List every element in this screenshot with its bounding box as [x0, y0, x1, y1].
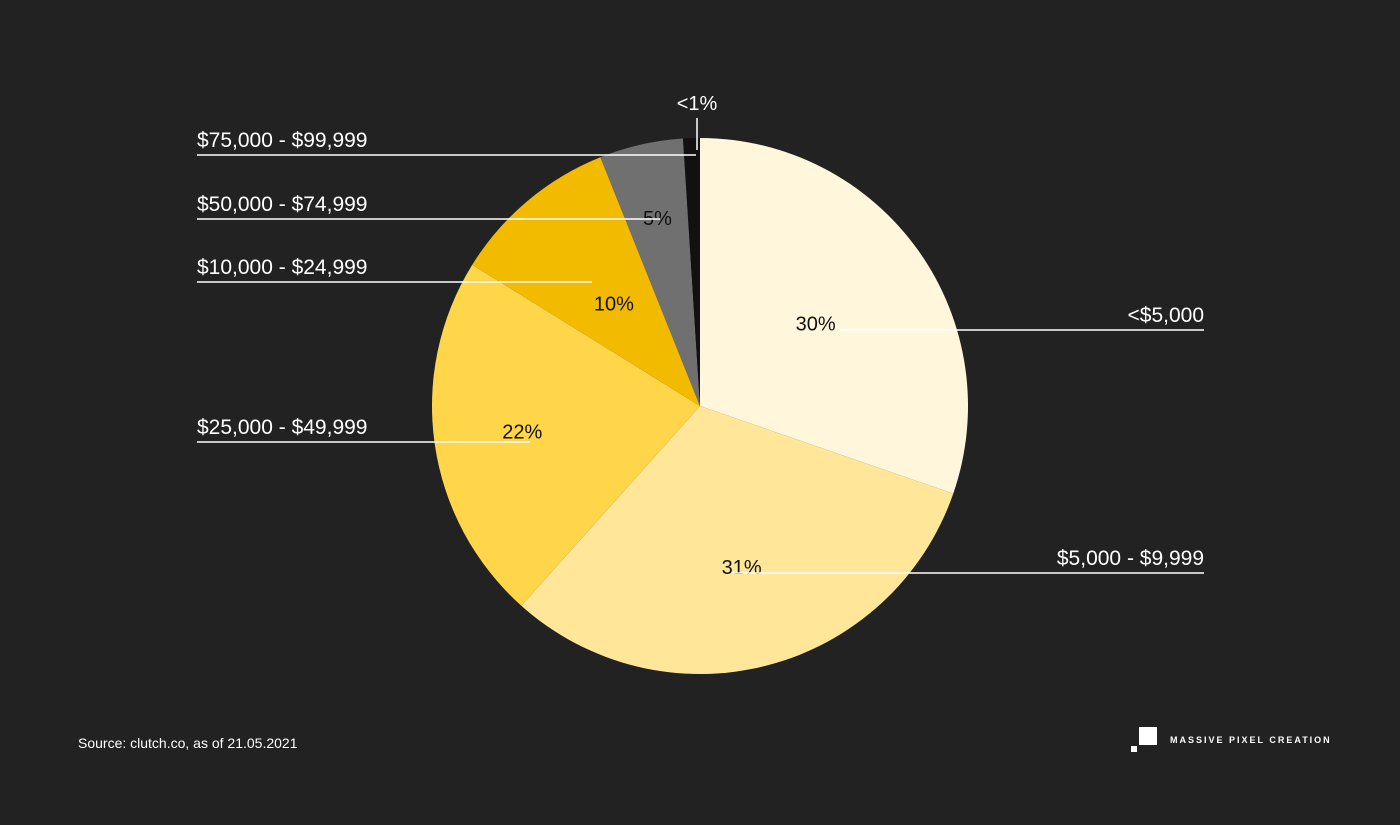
pie-slice [521, 406, 954, 674]
pie-slice [431, 264, 700, 606]
slice-percent-label: 31% [722, 557, 762, 579]
slice-percent-label: 10% [594, 293, 634, 315]
pie-slice [683, 138, 700, 406]
slice-category-label: <$5,000 [1128, 304, 1205, 327]
slice-percent-label: <1% [677, 93, 718, 115]
slice-percent-label: 30% [796, 314, 836, 336]
slice-category-label: $25,000 - $49,999 [197, 416, 367, 439]
slice-category-label: $50,000 - $74,999 [197, 193, 367, 216]
source-note: Source: clutch.co, as of 21.05.2021 [78, 735, 298, 751]
pie-slice [600, 138, 700, 407]
slice-category-label: $75,000 - $99,999 [197, 129, 367, 152]
pie-slice [700, 138, 968, 494]
slice-percent-label: 22% [502, 422, 542, 444]
pie-chart: 30% <$5,000 31% $5,000 - $9,999 22% $25,000 -… [197, 93, 1205, 674]
brand-name: MASSIVE PIXEL CREATION [1170, 735, 1332, 745]
slice-category-label: $10,000 - $24,999 [197, 256, 367, 279]
slice-category-label: $5,000 - $9,999 [1057, 547, 1204, 570]
brand: MASSIVE PIXEL CREATION [1131, 727, 1332, 753]
brand-logo-icon [1131, 727, 1159, 753]
